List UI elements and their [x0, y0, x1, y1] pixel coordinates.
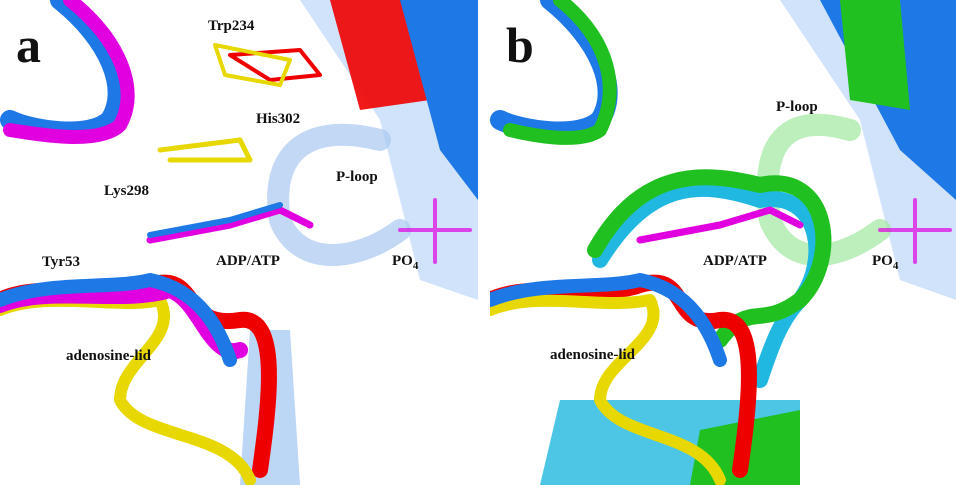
annotation: ADP/ATP — [703, 253, 767, 269]
panel-label: a — [16, 17, 41, 73]
annotation: Tyr53 — [42, 254, 80, 270]
annotation: P-loop — [336, 169, 378, 185]
annotation: adenosine-lid — [550, 347, 636, 363]
po4-base: PO — [872, 253, 893, 269]
po4-sub: 4 — [893, 260, 899, 272]
panel-a-render — [0, 0, 478, 485]
annotation: P-loop — [776, 99, 818, 115]
po4-sub: 4 — [413, 260, 419, 272]
po4-base: PO — [392, 253, 413, 269]
annotation: Trp234 — [208, 18, 255, 34]
figure: a Trp234 His302 Lys298 P-loop ADP/ATP PO… — [0, 0, 956, 485]
panel-label: b — [506, 17, 534, 73]
annotation: adenosine-lid — [66, 348, 152, 364]
panel-b-render — [490, 0, 956, 485]
annotation: Lys298 — [104, 183, 149, 199]
annotation: ADP/ATP — [216, 253, 280, 269]
panel-gap — [478, 0, 490, 485]
annotation: His302 — [256, 111, 300, 127]
